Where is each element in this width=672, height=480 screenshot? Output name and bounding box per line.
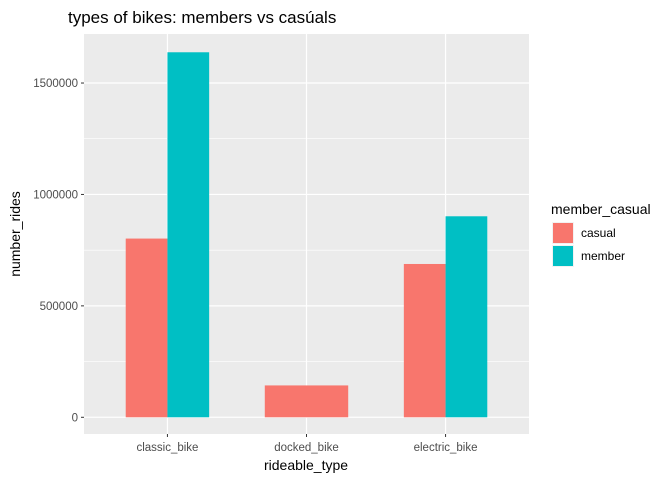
- x-tick-label: electric_bike: [414, 442, 478, 454]
- bar-casual-docked_bike: [264, 385, 349, 418]
- legend-key-member: [553, 246, 573, 266]
- bar-casual-electric_bike: [403, 263, 446, 418]
- x-axis-title: rideable_type: [264, 457, 348, 473]
- bars: [125, 52, 488, 418]
- legend-title: member_casual: [551, 201, 651, 217]
- legend-label-member: member: [581, 249, 625, 263]
- bar-casual-classic_bike: [125, 238, 168, 418]
- y-tick-label: 1000000: [33, 189, 78, 201]
- chart-title: types of bikes: members vs casúals: [68, 8, 336, 27]
- legend-key-casual: [553, 223, 573, 243]
- y-tick-label: 0: [72, 412, 78, 424]
- legend-label-casual: casual: [581, 226, 616, 240]
- bar-member-electric_bike: [445, 216, 488, 418]
- y-axis-ticks: 0 500000 1000000 1500000: [33, 78, 84, 424]
- x-tick-label: classic_bike: [136, 442, 198, 454]
- x-axis-ticks: classic_bike docked_bike electric_bike: [136, 434, 478, 454]
- x-tick-label: docked_bike: [274, 442, 339, 454]
- bar-member-classic_bike: [167, 52, 210, 418]
- y-tick-label: 1500000: [33, 78, 78, 90]
- y-axis-title: number_rides: [7, 191, 23, 277]
- legend: member_casual casual member: [551, 201, 651, 267]
- y-tick-label: 500000: [40, 301, 78, 313]
